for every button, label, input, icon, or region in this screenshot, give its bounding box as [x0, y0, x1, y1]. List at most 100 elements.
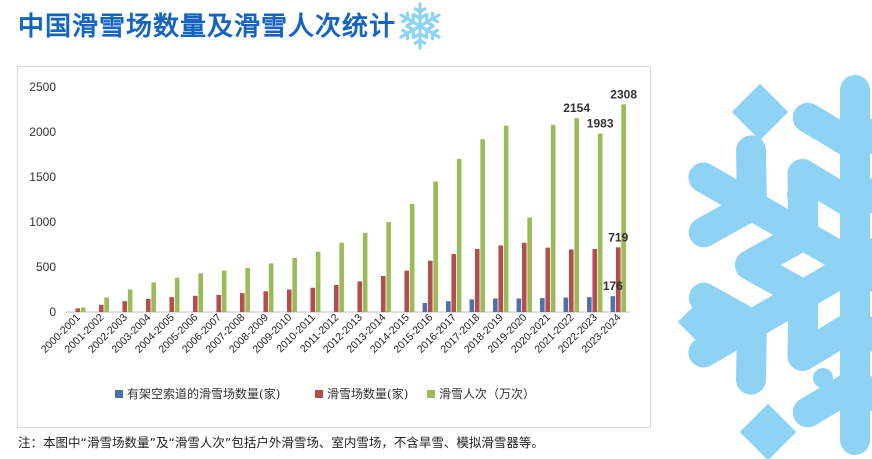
snowflake-stroke — [688, 162, 870, 280]
snowflake-stroke — [425, 28, 429, 39]
bar-2-13 — [386, 222, 391, 312]
snowflake-tip — [731, 83, 789, 141]
snowflake-dot — [787, 185, 807, 205]
bar-2-18 — [503, 125, 509, 312]
bar-0-18 — [493, 298, 498, 312]
bar-2-23 — [621, 104, 626, 312]
snowflake-stroke — [840, 159, 872, 221]
snowflake-arm — [418, 24, 441, 41]
snowflake-stroke — [399, 13, 422, 28]
y-tick-label: 1000 — [29, 215, 56, 229]
bar-1-13 — [380, 276, 386, 312]
bar-2-5 — [198, 273, 203, 312]
data-label: 2308 — [610, 87, 637, 101]
snowflake-stroke — [418, 7, 427, 14]
large-snowflake-decoration — [677, 75, 872, 459]
snowflake-stroke — [430, 17, 439, 24]
snowflake-stroke — [418, 13, 428, 20]
bar-2-20 — [550, 124, 556, 312]
snowflake-arm — [412, 2, 428, 28]
bar-1-18 — [498, 245, 504, 312]
snowflake-stroke — [405, 24, 415, 32]
snowflake-arm — [418, 11, 441, 28]
legend-swatch-1 — [315, 390, 323, 398]
snowflake-icon — [399, 2, 441, 50]
bar-2-9 — [292, 258, 297, 312]
snowflake-stroke — [412, 32, 422, 39]
bar-1-10 — [310, 287, 316, 312]
snowflake-stroke — [430, 31, 435, 41]
legend-label: 滑雪场数量(家) — [327, 386, 408, 401]
bar-1-17 — [474, 249, 480, 312]
legend-swatch-0 — [115, 390, 123, 398]
bar-2-14 — [409, 204, 415, 312]
data-label: 1983 — [587, 117, 614, 131]
bar-2-1 — [104, 297, 109, 312]
chart-panel: 0 500 1000 1500 2000 2500 2000-2001 2001-2002 20… — [17, 66, 651, 428]
bar-2-0 — [80, 307, 86, 312]
bar-2-16 — [456, 159, 462, 312]
snowflake-stroke — [425, 20, 435, 28]
data-label: 719 — [608, 230, 628, 244]
bar-1-2 — [122, 301, 128, 312]
snowflake-stroke — [688, 250, 870, 368]
y-tick-label: 2000 — [29, 125, 56, 139]
bar-1-15 — [427, 260, 433, 312]
y-tick-label: 1500 — [29, 170, 56, 184]
snowflake-dot — [805, 280, 825, 300]
snowflake-stroke — [792, 369, 870, 428]
snowflake-stroke — [405, 11, 410, 21]
y-tick-label: 0 — [49, 305, 56, 319]
bar-0-21 — [563, 297, 569, 312]
bar-1-16 — [451, 253, 457, 312]
bar-1-20 — [545, 247, 551, 312]
footnote: 注：本图中“滑雪场数量”及“滑雪人次”包括户外滑雪场、室内雪场，不含旱雪、模拟滑… — [18, 435, 544, 450]
bar-1-0 — [75, 308, 81, 312]
bar-1-14 — [404, 270, 410, 312]
snowflake-arm — [399, 24, 422, 41]
legend-label: 有架空索道的滑雪场数量(家) — [127, 386, 280, 401]
legend-label: 滑雪人次（万次） — [439, 387, 535, 401]
bar-2-7 — [245, 267, 250, 312]
snowflake-arm — [787, 75, 872, 280]
data-label: 176 — [603, 279, 623, 293]
data-label: 2154 — [563, 101, 590, 115]
bar-2-22 — [597, 133, 603, 312]
bar-2-19 — [527, 217, 532, 312]
snowflake-stroke — [401, 28, 410, 35]
bar-1-12 — [357, 281, 363, 312]
bar-2-4 — [174, 277, 180, 312]
bar-1-5 — [192, 295, 198, 312]
bar-2-21 — [574, 118, 579, 312]
bar-1-1 — [98, 304, 104, 312]
bar-2-17 — [480, 139, 485, 312]
bar-1-11 — [333, 285, 339, 312]
bar-0-17 — [469, 299, 475, 312]
bar-1-21 — [568, 249, 574, 312]
bar-1-23 — [615, 247, 621, 312]
bar-2-8 — [268, 263, 274, 312]
bar-1-19 — [521, 242, 527, 312]
bar-1-3 — [145, 298, 151, 312]
bar-0-20 — [540, 298, 545, 312]
snowflake-stroke — [418, 13, 441, 28]
snowflake-stroke — [413, 38, 422, 45]
bar-2-2 — [127, 289, 133, 312]
snowflake-arm — [399, 11, 422, 28]
snowflake-stroke — [736, 135, 767, 221]
bar-1-22 — [592, 249, 598, 312]
snowflake-tip — [739, 403, 797, 459]
y-tick-label: 2500 — [29, 80, 56, 94]
bar-0-19 — [516, 298, 522, 312]
snowflake-stroke — [411, 13, 415, 24]
bar-chart: 050010001500200025002000-20012001-200220… — [29, 80, 637, 401]
snowflake-arm — [412, 24, 428, 50]
y-tick-label: 500 — [36, 260, 56, 274]
bar-0-16 — [446, 301, 451, 312]
bar-2-10 — [315, 251, 321, 312]
snowflake-stroke — [787, 159, 819, 251]
bar-2-12 — [362, 232, 368, 312]
bar-2-6 — [221, 270, 227, 312]
bar-1-4 — [169, 297, 175, 312]
bar-1-7 — [239, 293, 245, 312]
